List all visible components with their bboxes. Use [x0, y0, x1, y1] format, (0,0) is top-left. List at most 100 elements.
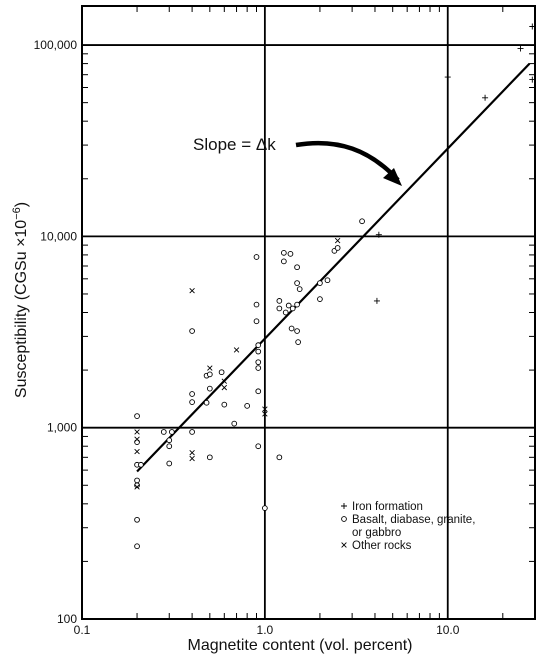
slope-annotation-text: Slope = Δk [193, 135, 276, 154]
legend-marker-other-rocks [341, 542, 347, 548]
basalt-diabase-granite-or-gabbro-point [255, 443, 262, 450]
basalt-diabase-granite-or-gabbro-point [134, 482, 140, 489]
basalt-diabase-granite-or-gabbro-point [276, 298, 283, 304]
other-rocks-point [189, 287, 195, 294]
basalt-diabase-granite-or-gabbro-point [294, 280, 300, 286]
iron-formation-point [375, 231, 382, 238]
other-rocks-point [262, 411, 268, 417]
basalt-diabase-granite-or-gabbro-point [134, 516, 140, 523]
basalt-diabase-granite-or-gabbro-point [255, 365, 262, 371]
other-rocks-point [134, 448, 140, 455]
minor-ticks-layer [82, 6, 535, 619]
other-rocks-point [134, 436, 140, 442]
basalt-diabase-granite-or-gabbro-point [255, 388, 262, 395]
iron-formation-point [529, 23, 536, 30]
x-tick-label: 10.0 [436, 623, 460, 637]
basalt-diabase-granite-or-gabbro-point [206, 454, 213, 461]
basalt-diabase-granite-or-gabbro-point [206, 371, 213, 378]
legend-marker-iron-formation [341, 503, 347, 509]
basalt-diabase-granite-or-gabbro-point [160, 429, 167, 435]
iron-formation-point [529, 76, 536, 83]
basalt-diabase-granite-or-gabbro-point [289, 305, 296, 312]
other-rocks-point [189, 449, 195, 456]
grid-layer [82, 6, 535, 619]
basalt-diabase-granite-or-gabbro-point [166, 460, 173, 467]
basalt-diabase-granite-or-gabbro-point [189, 328, 195, 334]
basalt-diabase-granite-or-gabbro-point [282, 309, 289, 316]
basalt-diabase-granite-or-gabbro-point [189, 391, 195, 397]
iron-formation-point [444, 74, 451, 81]
y-axis-title-exponent: −6 [11, 207, 23, 220]
other-rocks-point [262, 406, 268, 412]
tick-labels-layer: 0.1 1.0 10.0 100 1,000 10,000 100,000 [34, 38, 460, 637]
basalt-diabase-granite-or-gabbro-point [287, 251, 294, 257]
basalt-diabase-granite-or-gabbro-point [189, 399, 195, 405]
x-axis-title: Magnetite content (vol. percent) [187, 637, 412, 654]
y-tick-label: 100 [57, 612, 77, 626]
basalt-diabase-granite-or-gabbro-point [166, 443, 173, 450]
other-rocks-point [134, 484, 140, 490]
basalt-diabase-granite-or-gabbro-point [334, 245, 341, 251]
basalt-diabase-granite-or-gabbro-point [244, 403, 251, 409]
legend-label: Basalt, diabase, granite, [352, 514, 475, 526]
y-tick-label: 1,000 [47, 421, 77, 435]
basalt-diabase-granite-or-gabbro-point [359, 218, 365, 225]
slope-annotation: Slope = Δk [193, 135, 402, 186]
basalt-diabase-granite-or-gabbro-point [134, 543, 140, 550]
basalt-diabase-granite-or-gabbro-point [134, 413, 140, 419]
basalt-diabase-granite-or-gabbro-point [189, 429, 195, 435]
legend-label: Iron formation [352, 501, 423, 513]
basalt-diabase-granite-or-gabbro-point [255, 359, 262, 366]
basalt-diabase-granite-or-gabbro-point [288, 325, 295, 332]
basalt-diabase-granite-or-gabbro-point [169, 429, 175, 435]
data-points-layer [134, 23, 536, 550]
y-axis-title-close: ) [13, 202, 30, 207]
basalt-diabase-granite-or-gabbro-point [295, 339, 301, 345]
slope-arrow [295, 140, 400, 182]
legend-label: or gabbro [352, 527, 401, 539]
y-tick-label: 10,000 [40, 229, 77, 243]
basalt-diabase-granite-or-gabbro-point [218, 369, 225, 376]
basalt-diabase-granite-or-gabbro-point [317, 296, 323, 302]
basalt-diabase-granite-or-gabbro-point [206, 385, 213, 392]
other-rocks-point [134, 429, 140, 435]
basalt-diabase-granite-or-gabbro-point [276, 305, 283, 312]
basalt-diabase-granite-or-gabbro-point [253, 318, 260, 325]
basalt-diabase-granite-or-gabbro-point [296, 286, 303, 292]
basalt-diabase-granite-or-gabbro-point [294, 328, 300, 334]
other-rocks-point [221, 378, 228, 384]
basalt-diabase-granite-or-gabbro-point [262, 505, 268, 511]
plot-frame [81, 5, 536, 620]
basalt-diabase-granite-or-gabbro-point [134, 477, 140, 484]
basalt-diabase-granite-or-gabbro-point [166, 437, 173, 444]
iron-formation-point [373, 297, 380, 304]
y-axis-title-main: Susceptibility (CGSu ×10 [13, 220, 30, 398]
basalt-diabase-granite-or-gabbro-point [253, 254, 260, 260]
basalt-diabase-granite-or-gabbro-point [285, 302, 292, 309]
other-rocks-point [221, 384, 228, 391]
basalt-diabase-granite-or-gabbro-point [203, 399, 210, 406]
basalt-diabase-granite-or-gabbro-point [138, 461, 144, 468]
y-tick-label: 100,000 [34, 38, 78, 52]
y-axis-title: Susceptibility (CGSu ×10−6) [11, 202, 30, 398]
legend-marker-basalt-diabase-granite-or-gabbro [341, 516, 347, 522]
fit-line [136, 62, 531, 473]
basalt-diabase-granite-or-gabbro-point [276, 454, 283, 461]
basalt-diabase-granite-or-gabbro-point [294, 301, 300, 308]
basalt-diabase-granite-or-gabbro-point [255, 342, 262, 349]
legend-label: Other rocks [352, 540, 412, 552]
basalt-diabase-granite-or-gabbro-point [281, 250, 287, 256]
basalt-diabase-granite-or-gabbro-point [324, 277, 331, 284]
iron-formation-point [517, 45, 524, 52]
basalt-diabase-granite-or-gabbro-point [253, 301, 260, 308]
basalt-diabase-granite-or-gabbro-point [221, 401, 228, 408]
iron-formation-point [482, 94, 489, 101]
other-rocks-point [189, 455, 195, 462]
other-rocks-point [207, 365, 213, 371]
basalt-diabase-granite-or-gabbro-point [281, 258, 287, 265]
other-rocks-point [334, 237, 341, 244]
basalt-diabase-granite-or-gabbro-point [317, 280, 323, 286]
